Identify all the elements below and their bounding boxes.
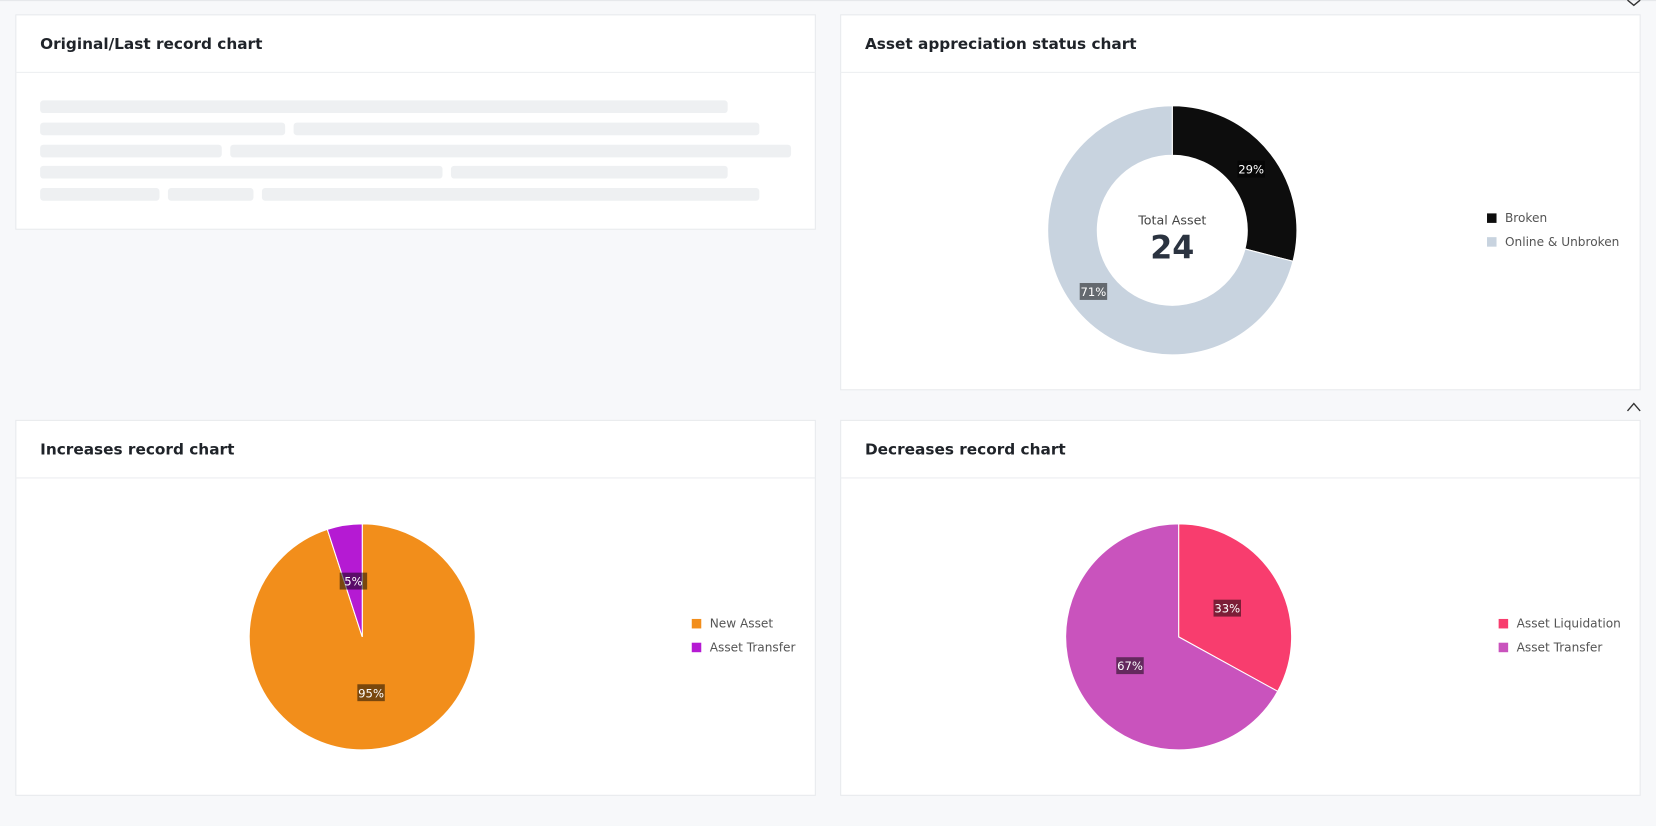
card-title: Decreases record chart <box>865 440 1066 458</box>
label-background <box>357 684 385 702</box>
skeleton-bar <box>40 144 222 158</box>
skeleton-bar <box>230 144 792 158</box>
card-title: Increases record chart <box>40 440 234 458</box>
label-background <box>339 572 368 590</box>
data-label: 95% <box>358 686 384 700</box>
legend-swatch <box>1487 213 1497 223</box>
label-background <box>1079 283 1108 300</box>
legend-label: Asset Liquidation <box>1517 617 1621 631</box>
legend-label: Asset Transfer <box>710 640 796 654</box>
card-title: Original/Last record chart <box>40 35 262 53</box>
data-label: 71% <box>1081 285 1107 299</box>
donut-slice <box>1171 105 1298 262</box>
data-label: 33% <box>1214 602 1240 616</box>
center-value: 24 <box>1150 230 1194 266</box>
center-label: Total Asset <box>1137 212 1206 227</box>
legend-swatch <box>691 618 702 629</box>
collapse-icon[interactable] <box>1627 0 1641 7</box>
skeleton-bar <box>167 188 254 201</box>
donut-slice <box>1047 105 1294 356</box>
legend-swatch <box>1487 237 1497 247</box>
pie-slice <box>248 523 476 751</box>
label-background <box>1116 657 1144 675</box>
skeleton-bar <box>40 100 728 114</box>
legend-swatch <box>1498 642 1509 653</box>
legend-label: New Asset <box>710 617 774 631</box>
skeleton-bar <box>40 165 443 179</box>
legend-swatch <box>1498 618 1509 629</box>
label-background <box>1213 599 1241 617</box>
skeleton-bar <box>40 122 286 136</box>
data-label: 5% <box>344 575 362 589</box>
data-label: 29% <box>1238 163 1264 177</box>
collapse-icon[interactable] <box>1626 402 1641 412</box>
skeleton-bar <box>40 188 160 201</box>
skeleton-loader <box>40 100 792 201</box>
label-background <box>1237 160 1265 178</box>
legend-label: Online & Unbroken <box>1505 235 1619 249</box>
legend-label: Asset Transfer <box>1517 640 1603 654</box>
legend-swatch <box>691 642 702 653</box>
data-label: 67% <box>1117 659 1143 673</box>
legend-label: Broken <box>1505 211 1547 225</box>
skeleton-bar <box>261 188 760 201</box>
skeleton-bar <box>450 165 728 179</box>
card-title: Asset appreciation status chart <box>865 35 1137 53</box>
pie-slice <box>1065 523 1279 751</box>
skeleton-bar <box>293 122 760 136</box>
